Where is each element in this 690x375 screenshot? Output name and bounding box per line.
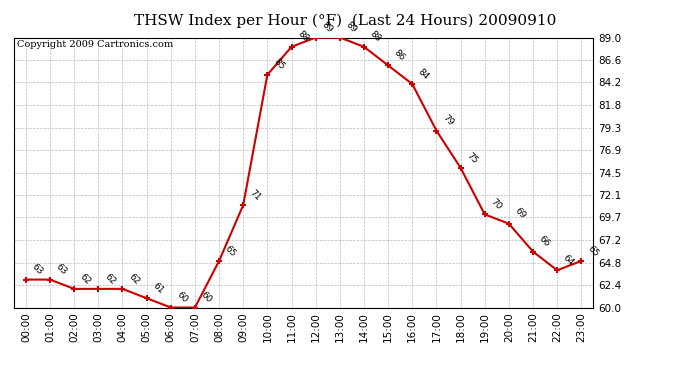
Text: 79: 79 — [441, 113, 455, 128]
Text: 85: 85 — [272, 57, 286, 72]
Text: 86: 86 — [393, 48, 407, 63]
Text: 62: 62 — [127, 272, 141, 286]
Text: 61: 61 — [151, 281, 166, 296]
Text: 60: 60 — [199, 290, 214, 305]
Text: 89: 89 — [320, 20, 335, 35]
Text: 62: 62 — [79, 272, 92, 286]
Text: 65: 65 — [224, 244, 238, 258]
Text: 63: 63 — [55, 262, 69, 277]
Text: 84: 84 — [417, 67, 431, 81]
Text: 69: 69 — [513, 206, 528, 221]
Text: 65: 65 — [586, 244, 600, 258]
Text: 88: 88 — [368, 30, 383, 44]
Text: 71: 71 — [248, 188, 262, 202]
Text: 89: 89 — [344, 20, 359, 35]
Text: 70: 70 — [489, 197, 504, 211]
Text: 88: 88 — [296, 30, 310, 44]
Text: THSW Index per Hour (°F)  (Last 24 Hours) 20090910: THSW Index per Hour (°F) (Last 24 Hours)… — [134, 13, 556, 27]
Text: 60: 60 — [175, 290, 190, 305]
Text: 66: 66 — [538, 234, 552, 249]
Text: 63: 63 — [30, 262, 45, 277]
Text: 62: 62 — [103, 272, 117, 286]
Text: Copyright 2009 Cartronics.com: Copyright 2009 Cartronics.com — [17, 40, 173, 49]
Text: 64: 64 — [562, 253, 575, 267]
Text: 75: 75 — [465, 151, 480, 165]
